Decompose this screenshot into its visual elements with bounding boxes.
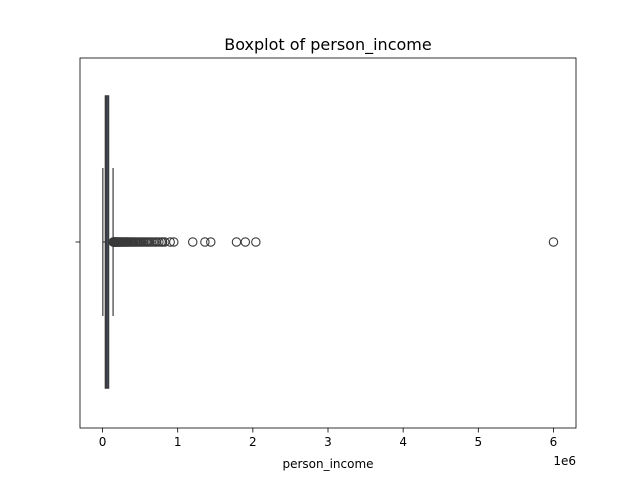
outlier-point [154, 237, 164, 247]
outlier-point [160, 237, 170, 247]
outlier-point [165, 237, 175, 247]
outlier-point [187, 237, 198, 247]
x-tick-label: 6 [550, 435, 558, 449]
x-tick-label: 0 [99, 435, 107, 449]
outlier-point [231, 237, 242, 247]
outlier-point [206, 237, 216, 247]
outlier-points [108, 237, 559, 247]
box-group [104, 95, 110, 389]
chart-title: Boxplot of person_income [224, 35, 431, 55]
outlier-point [200, 237, 210, 247]
x-tick-label: 2 [249, 435, 257, 449]
outlier-point [169, 237, 179, 247]
x-tick-label: 5 [474, 435, 482, 449]
x-tick-label: 1 [174, 435, 182, 449]
x-tick-label: 3 [324, 435, 332, 449]
x-tick-label: 4 [399, 435, 407, 449]
x-offset-text: 1e6 [553, 454, 576, 468]
outlier-point [548, 237, 559, 247]
x-axis-label: person_income [282, 457, 373, 471]
x-axis: 0 1 2 3 4 5 6 [99, 428, 558, 449]
outlier-point [240, 237, 251, 247]
outlier-point [251, 237, 261, 247]
